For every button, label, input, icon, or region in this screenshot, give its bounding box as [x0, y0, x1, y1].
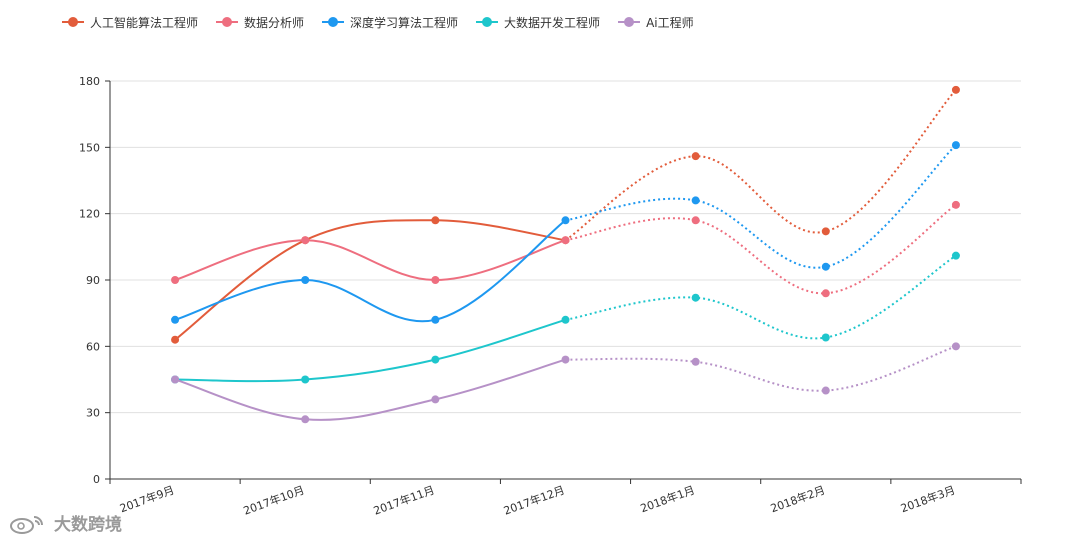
data-point — [691, 293, 700, 302]
legend-swatch-icon — [618, 16, 641, 28]
data-point — [691, 196, 700, 205]
data-point — [951, 141, 960, 150]
legend-item-ai-engineer[interactable]: Ai工程师 — [618, 14, 694, 31]
x-tick-label: 2018年2月 — [768, 483, 826, 516]
data-point — [821, 386, 830, 395]
data-point — [171, 276, 180, 284]
legend-swatch-icon — [476, 16, 499, 28]
data-point — [561, 236, 570, 245]
y-tick-label: 150 — [79, 141, 100, 154]
legend-swatch-icon — [322, 16, 345, 28]
x-tick-label: 2018年1月 — [638, 483, 696, 516]
legend-label: 数据分析师 — [244, 15, 305, 30]
series-line-solid — [174, 358, 566, 421]
legend-swatch-icon — [62, 16, 84, 28]
legend-label: 人工智能算法工程师 — [90, 15, 199, 30]
data-point — [821, 227, 830, 236]
data-point — [821, 289, 830, 298]
data-point — [691, 152, 700, 161]
chart-legend: 人工智能算法工程师 数据分析师 深度学习算法工程师 大数据开发工程师 Ai工程师 — [62, 12, 694, 32]
legend-item-deep-learning[interactable]: 深度学习算法工程师 — [322, 14, 458, 31]
data-point — [951, 251, 960, 260]
x-tick-label: 2017年11月 — [371, 483, 436, 518]
legend-item-ai-algorithm[interactable]: 人工智能算法工程师 — [62, 14, 198, 31]
data-point — [301, 375, 310, 384]
data-point — [171, 335, 180, 344]
series-line-solid — [175, 318, 566, 383]
y-tick-label: 0 — [93, 473, 100, 486]
data-point — [561, 216, 570, 225]
data-point — [431, 276, 440, 284]
legend-item-big-data-dev[interactable]: 大数据开发工程师 — [476, 14, 600, 31]
source-label: 大数跨境 — [54, 515, 122, 535]
legend-swatch-icon — [216, 16, 239, 28]
data-point — [431, 395, 440, 404]
data-point — [951, 200, 960, 209]
x-tick-label: 2017年10月 — [241, 483, 306, 518]
y-tick-label: 30 — [86, 407, 100, 420]
data-point — [301, 276, 310, 284]
data-point — [821, 333, 830, 342]
data-point — [171, 375, 180, 384]
x-tick-label: 2018年3月 — [899, 483, 957, 516]
data-point — [951, 85, 960, 94]
data-point — [171, 315, 180, 324]
data-point — [301, 236, 310, 245]
data-point — [431, 355, 440, 364]
data-point — [431, 216, 440, 225]
x-tick-label: 2017年9月 — [118, 483, 176, 516]
series-line-dotted — [565, 345, 957, 392]
series-line-solid — [174, 239, 566, 282]
legend-label: 大数据开发工程师 — [504, 15, 601, 30]
y-tick-label: 180 — [79, 75, 100, 88]
x-tick-label: 2017年12月 — [502, 483, 567, 518]
series-line-dotted — [565, 254, 957, 340]
legend-item-data-analyst[interactable]: 数据分析师 — [216, 14, 304, 31]
series-line-solid — [174, 219, 567, 323]
series-line-dotted — [565, 203, 957, 295]
data-point — [691, 216, 700, 225]
data-point — [561, 355, 570, 364]
y-tick-label: 120 — [79, 208, 100, 221]
legend-label: Ai工程师 — [646, 15, 694, 30]
series-line-solid — [174, 219, 566, 341]
y-tick-label: 90 — [86, 274, 100, 287]
series-line-dotted — [565, 144, 957, 269]
weibo-icon — [10, 515, 43, 534]
data-point — [561, 315, 570, 324]
data-point — [951, 342, 960, 351]
data-point — [431, 315, 440, 324]
legend-label: 深度学习算法工程师 — [350, 15, 459, 30]
source-watermark: 大数跨境 — [8, 510, 122, 535]
series-line-dotted — [564, 89, 957, 242]
data-point — [821, 262, 830, 271]
data-point — [301, 415, 310, 424]
y-tick-label: 60 — [86, 340, 100, 353]
data-point — [691, 357, 700, 366]
